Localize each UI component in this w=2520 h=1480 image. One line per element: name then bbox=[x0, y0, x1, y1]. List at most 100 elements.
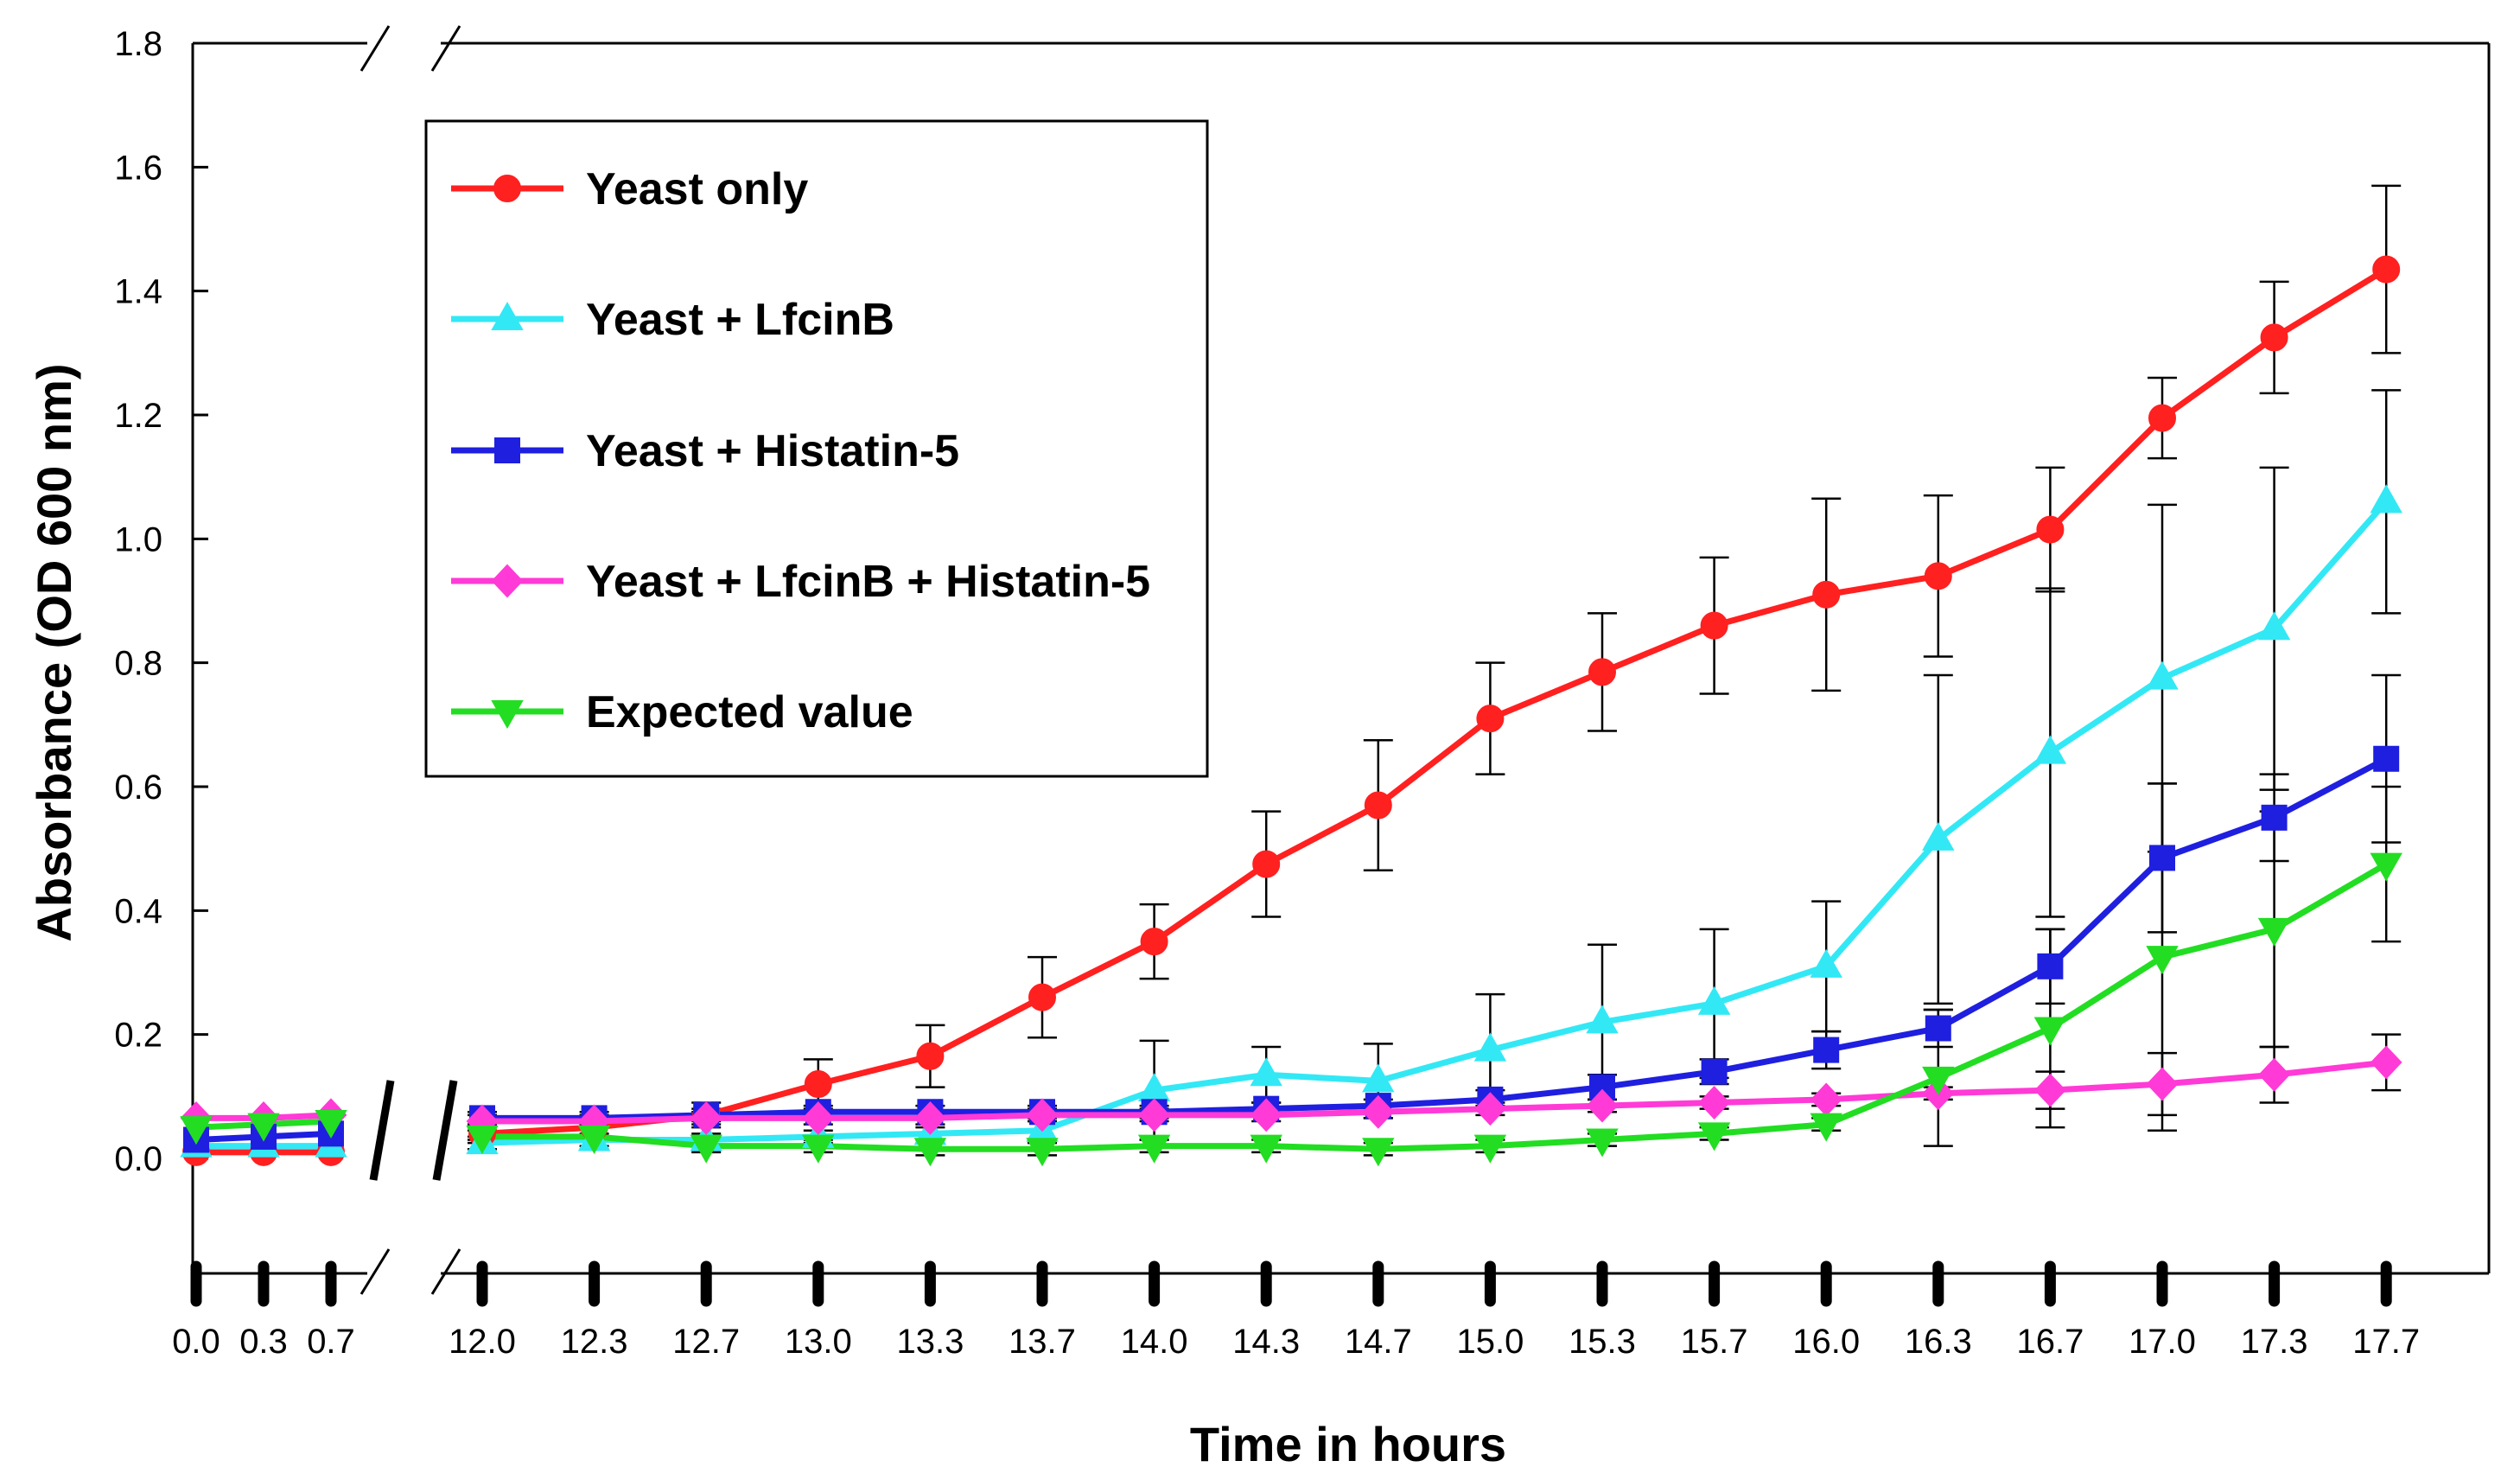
axis-break-mark-top-2 bbox=[430, 25, 461, 72]
x-tick-label: 12.0 bbox=[449, 1323, 516, 1361]
data-point-yeast-histatin-5 bbox=[2037, 953, 2064, 979]
data-point-yeast-only bbox=[2372, 255, 2401, 284]
data-point-yeast-only bbox=[2148, 404, 2176, 432]
y-tick-label: 1.0 bbox=[114, 520, 162, 558]
legend-label-yeast-histatin-5: Yeast + Histatin-5 bbox=[586, 426, 959, 476]
series-line-expected-value bbox=[482, 861, 2388, 1152]
data-point-expected-value bbox=[1810, 1113, 1842, 1142]
data-point-yeast-lfcinb bbox=[2257, 611, 2291, 641]
x-tick-label: 16.3 bbox=[1905, 1323, 1972, 1361]
x-tick-label: 17.0 bbox=[2129, 1323, 2196, 1361]
data-point-yeast-lfcinb-histatin-5 bbox=[2370, 1045, 2402, 1080]
data-point-yeast-lfcinb bbox=[2146, 660, 2179, 690]
x-tick-label: 14.7 bbox=[1345, 1323, 1412, 1361]
legend-marker-yeast-lfcinb bbox=[491, 301, 524, 330]
data-point-yeast-histatin-5 bbox=[2373, 745, 2400, 772]
y-axis-title: Absorbance (OD 600 nm) bbox=[27, 363, 81, 941]
legend-label-yeast-lfcinb-histatin-5: Yeast + LfcinB + Histatin-5 bbox=[586, 557, 1150, 607]
series-line-yeast-lfcinb bbox=[481, 500, 2389, 1146]
y-tick-label: 0.4 bbox=[114, 892, 162, 930]
data-point-expected-value bbox=[2033, 1017, 2067, 1046]
data-point-yeast-histatin-5 bbox=[2261, 804, 2288, 831]
axis-break-mark-bottom-1 bbox=[360, 1248, 391, 1295]
legend-marker-yeast-only bbox=[493, 175, 521, 202]
data-point-expected-value bbox=[577, 1125, 611, 1154]
axis-break-bar-1 bbox=[369, 1080, 395, 1181]
data-point-expected-value bbox=[690, 1134, 722, 1164]
data-point-yeast-only bbox=[804, 1070, 832, 1098]
data-point-yeast-lfcinb bbox=[1586, 1005, 1619, 1034]
y-tick-label: 1.6 bbox=[114, 149, 162, 187]
axis-break-mark-top-1 bbox=[360, 25, 391, 72]
data-point-expected-value bbox=[1137, 1134, 1171, 1164]
y-tick-label: 0.6 bbox=[114, 769, 162, 807]
x-tick-label: 0.3 bbox=[239, 1323, 288, 1361]
data-point-yeast-lfcinb-histatin-5 bbox=[1474, 1092, 1506, 1126]
x-tick-label: 17.3 bbox=[2241, 1323, 2308, 1361]
legend-marker-yeast-lfcinb-histatin-5 bbox=[491, 564, 524, 598]
data-point-expected-value bbox=[2146, 946, 2179, 975]
data-point-yeast-only bbox=[1476, 705, 1505, 733]
x-tick-label: 16.7 bbox=[2016, 1323, 2084, 1361]
axis-break-bar-2 bbox=[432, 1080, 458, 1181]
data-point-expected-value bbox=[1697, 1122, 1731, 1151]
data-point-expected-value bbox=[1250, 1134, 1282, 1164]
x-tick-label: 13.7 bbox=[1009, 1323, 1076, 1361]
data-point-yeast-histatin-5 bbox=[1701, 1058, 1728, 1085]
y-tick-label: 1.8 bbox=[114, 25, 162, 63]
data-point-expected-value bbox=[180, 1116, 213, 1145]
y-tick-label: 0.2 bbox=[114, 1017, 162, 1055]
data-point-yeast-lfcinb-histatin-5 bbox=[2146, 1067, 2179, 1101]
x-tick-label: 15.3 bbox=[1569, 1323, 1636, 1361]
x-tick-label: 13.3 bbox=[896, 1323, 964, 1361]
x-tick-label: 17.7 bbox=[2352, 1323, 2420, 1361]
data-point-yeast-histatin-5 bbox=[2149, 845, 2175, 871]
data-point-yeast-only bbox=[1924, 562, 1952, 590]
data-point-expected-value bbox=[1922, 1066, 1955, 1095]
data-point-yeast-lfcinb-histatin-5 bbox=[2258, 1057, 2290, 1092]
legend-marker-expected-value bbox=[491, 700, 524, 730]
x-tick-label: 16.0 bbox=[1792, 1323, 1860, 1361]
data-point-yeast-only bbox=[1588, 658, 1616, 686]
data-point-yeast-lfcinb bbox=[2033, 735, 2067, 764]
data-point-expected-value bbox=[913, 1138, 947, 1167]
data-point-expected-value bbox=[466, 1125, 499, 1154]
data-point-yeast-lfcinb bbox=[1922, 821, 1955, 851]
data-point-expected-value bbox=[2370, 852, 2402, 882]
x-axis-title: Time in hours bbox=[1190, 1417, 1506, 1471]
plot-area bbox=[191, 25, 2491, 1295]
legend-marker-yeast-histatin-5 bbox=[494, 437, 520, 463]
x-tick-label: 0.7 bbox=[307, 1323, 355, 1361]
data-point-yeast-lfcinb-histatin-5 bbox=[1138, 1098, 1170, 1132]
legend-label-yeast-lfcinb: Yeast + LfcinB bbox=[586, 295, 894, 345]
x-tick-label: 13.0 bbox=[785, 1323, 852, 1361]
x-tick-label: 12.7 bbox=[672, 1323, 740, 1361]
series-line-yeast-lfcinb-histatin-5 bbox=[482, 1059, 2387, 1125]
series-lines bbox=[195, 266, 2389, 1156]
data-point-yeast-histatin-5 bbox=[1813, 1037, 1840, 1063]
data-point-expected-value bbox=[1362, 1138, 1395, 1167]
data-point-yeast-lfcinb bbox=[1473, 1032, 1507, 1062]
y-tick-label: 0.0 bbox=[114, 1140, 162, 1178]
legend: Yeast only Yeast + LfcinB Yeast + Histatin… bbox=[424, 119, 1209, 778]
legend-label-expected-value: Expected value bbox=[586, 687, 913, 737]
data-point-yeast-lfcinb-histatin-5 bbox=[1026, 1098, 1059, 1132]
data-point-yeast-lfcinb-histatin-5 bbox=[2034, 1073, 2066, 1107]
x-axis-ticks: 0.0 0.3 0.7 12.0 12.3 12.7 13.0 13.3 13.7 14.0 14.… bbox=[172, 1260, 2420, 1361]
data-point-yeast-lfcinb-histatin-5 bbox=[1698, 1086, 1730, 1120]
data-point-yeast-lfcinb bbox=[2370, 484, 2402, 514]
x-tick-label: 12.3 bbox=[561, 1323, 628, 1361]
data-point-yeast-histatin-5 bbox=[1925, 1015, 1951, 1042]
data-point-yeast-only bbox=[2036, 515, 2065, 544]
data-point-yeast-only bbox=[1252, 850, 1281, 878]
x-tick-label: 15.0 bbox=[1456, 1323, 1524, 1361]
data-point-yeast-only bbox=[1700, 611, 1728, 640]
data-point-yeast-lfcinb bbox=[1697, 986, 1731, 1015]
data-point-yeast-lfcinb bbox=[1362, 1063, 1395, 1093]
y-tick-label: 1.4 bbox=[114, 273, 162, 311]
data-point-expected-value bbox=[2257, 917, 2291, 947]
axis-break-mark-bottom-2 bbox=[430, 1248, 461, 1295]
data-point-yeast-only bbox=[916, 1042, 945, 1070]
